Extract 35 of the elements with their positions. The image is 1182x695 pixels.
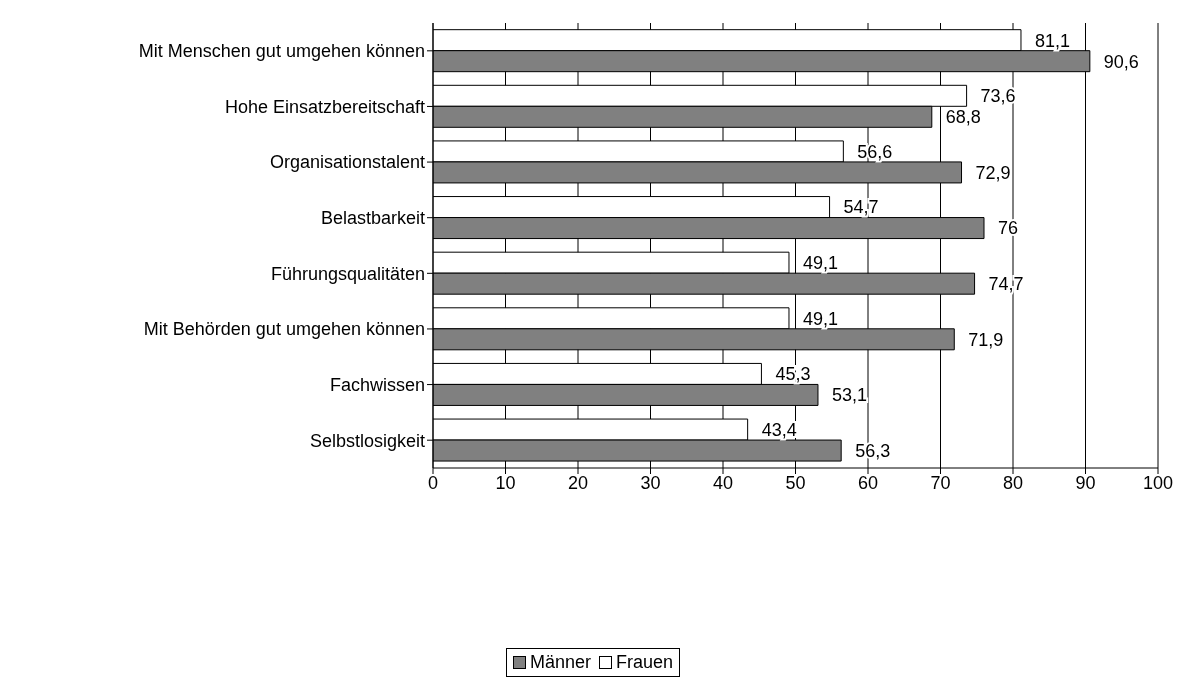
x-tick-label: 10 [495,472,516,493]
x-tick-label: 30 [640,472,661,493]
data-label: 54,7 [843,197,879,218]
data-label: 74,7 [988,274,1024,295]
y-tick-label: Mit Menschen gut umgehen können [138,41,425,62]
x-tick-label: 50 [785,472,806,493]
data-label: 49,1 [802,253,839,274]
y-tick-label: Fachwissen [329,374,425,395]
data-label: 72,9 [975,162,1011,183]
x-tick-label: 20 [567,472,589,493]
x-tick-label: 70 [930,472,951,493]
y-tick-label: Mit Behörden gut umgehen können [143,319,425,340]
y-tick-label: Selbstlosigkeit [309,430,425,451]
y-tick-label: Organisationstalent [269,152,425,173]
data-label: 56,6 [857,141,893,162]
legend-label: Männer [528,652,591,673]
data-label: 81,1 [1034,30,1071,51]
y-tick-label: Belastbarkeit [320,208,425,229]
x-tick-label: 90 [1075,472,1096,493]
x-tick-label: 0 [427,472,439,493]
x-tick-label: 80 [1002,472,1024,493]
x-tick-label: 100 [1142,472,1174,493]
data-label: 73,6 [980,86,1016,107]
data-label: 53,1 [831,385,868,406]
data-label: 56,3 [855,440,891,461]
data-label: 49,1 [802,308,839,329]
legend-label: Frauen [615,652,674,673]
data-label: 90,6 [1103,51,1139,72]
x-tick-label: 60 [857,472,879,493]
y-tick-label: Führungsqualitäten [270,263,425,284]
x-tick-label: 40 [712,472,734,493]
data-label: 71,9 [968,329,1004,350]
y-tick-label: Hohe Einsatzbereitschaft [224,96,425,117]
data-label: 76 [998,218,1019,239]
data-label: 68,8 [945,107,981,128]
